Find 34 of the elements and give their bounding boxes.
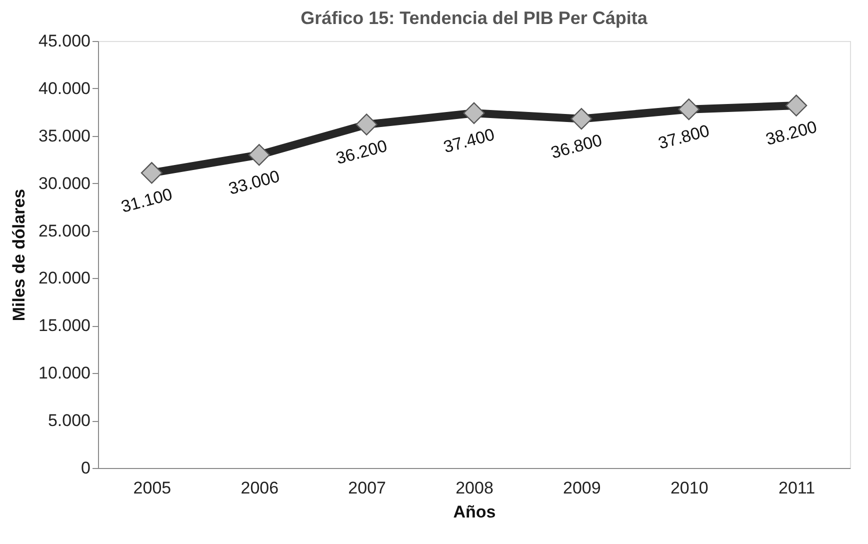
- point: [678, 98, 700, 120]
- y-tick-label: 30.000: [38, 174, 90, 193]
- x-tick-label: 2008: [456, 478, 494, 498]
- x-tick-label: 2006: [240, 478, 279, 498]
- point: [248, 144, 270, 166]
- x-tick-label: 2005: [133, 478, 172, 498]
- x-tick-label: 2007: [348, 478, 386, 498]
- y-tick-label: 10.000: [38, 364, 90, 383]
- data-label: 37.400: [441, 124, 497, 157]
- y-axis-title: Miles de dólares: [10, 188, 29, 322]
- y-tick-label: 40.000: [38, 78, 90, 98]
- data-label: 31.100: [119, 184, 174, 217]
- point: [140, 162, 163, 184]
- y-tick-label: 15.000: [38, 316, 90, 336]
- y-tick-label: 0: [81, 458, 90, 478]
- data-label: 38.200: [764, 117, 819, 150]
- y-tick-label: 45.000: [38, 32, 90, 50]
- x-tick-label: 2011: [778, 478, 816, 498]
- point: [570, 108, 592, 130]
- data-label: 36.800: [548, 130, 604, 162]
- x-axis-title: Años: [453, 502, 496, 522]
- point: [463, 102, 485, 124]
- data-label: 37.800: [656, 121, 712, 153]
- point: [356, 114, 378, 136]
- y-tick-label: 35.000: [38, 126, 90, 146]
- point: [785, 94, 808, 116]
- y-tick-label: 5.000: [48, 411, 90, 430]
- y-tick-label: 25.000: [38, 221, 90, 240]
- data-label: 33.000: [226, 166, 282, 199]
- x-tick-label: 2009: [563, 478, 601, 498]
- chart-title: Gráfico 15: Tendencia del PIB Per Cápita: [300, 8, 648, 28]
- x-tick-label: 2010: [670, 478, 708, 498]
- data-label: 36.200: [334, 136, 390, 168]
- y-tick-label: 20.000: [38, 268, 90, 288]
